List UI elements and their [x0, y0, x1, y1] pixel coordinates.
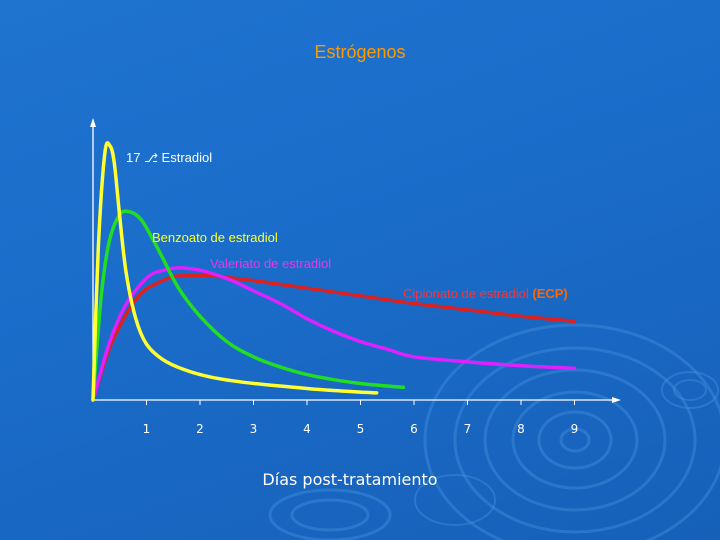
- series-labels: 17 ⎇ Estradiol Benzoato de estradiol Val…: [126, 150, 568, 301]
- x-tick-label-6: 6: [410, 422, 418, 436]
- beta-symbol-icon: ⎇: [144, 151, 158, 165]
- x-tick-label-5: 5: [357, 422, 365, 436]
- slide-title: Estrógenos: [314, 42, 406, 62]
- x-tick-label-7: 7: [464, 422, 472, 436]
- x-tick-label-8: 8: [517, 422, 525, 436]
- series-label-benzoato: Benzoato de estradiol: [152, 230, 278, 245]
- series-line-0: [91, 141, 379, 402]
- x-tick-label-3: 3: [250, 422, 258, 436]
- x-ticks: 1 2 3 4 5 6 7 8 9: [143, 400, 579, 436]
- x-axis-arrow-icon: [612, 397, 621, 403]
- series-label-cipionato: Cipionato de estradiol (ECP): [403, 286, 568, 301]
- series-label-cipionato-text: Cipionato de estradiol: [403, 286, 529, 301]
- series-lines: [91, 141, 577, 402]
- series-line-2: [91, 266, 577, 402]
- series-label-cipionato-abbr: (ECP): [532, 286, 567, 301]
- series-label-estradiol: 17 ⎇ Estradiol: [126, 150, 212, 165]
- x-tick-label-4: 4: [303, 422, 311, 436]
- x-tick-label-2: 2: [196, 422, 204, 436]
- series-label-valeriato: Valeriato de estradiol: [210, 256, 331, 271]
- series-line-1: [91, 209, 406, 402]
- x-axis-title: Días post-tratamiento: [262, 470, 438, 489]
- series-label-estradiol-text: Estradiol: [162, 150, 213, 165]
- y-axis-arrow-icon: [90, 118, 96, 127]
- x-tick-label-9: 9: [571, 422, 579, 436]
- x-tick-label-1: 1: [143, 422, 151, 436]
- series-label-estradiol-number: 17: [126, 150, 140, 165]
